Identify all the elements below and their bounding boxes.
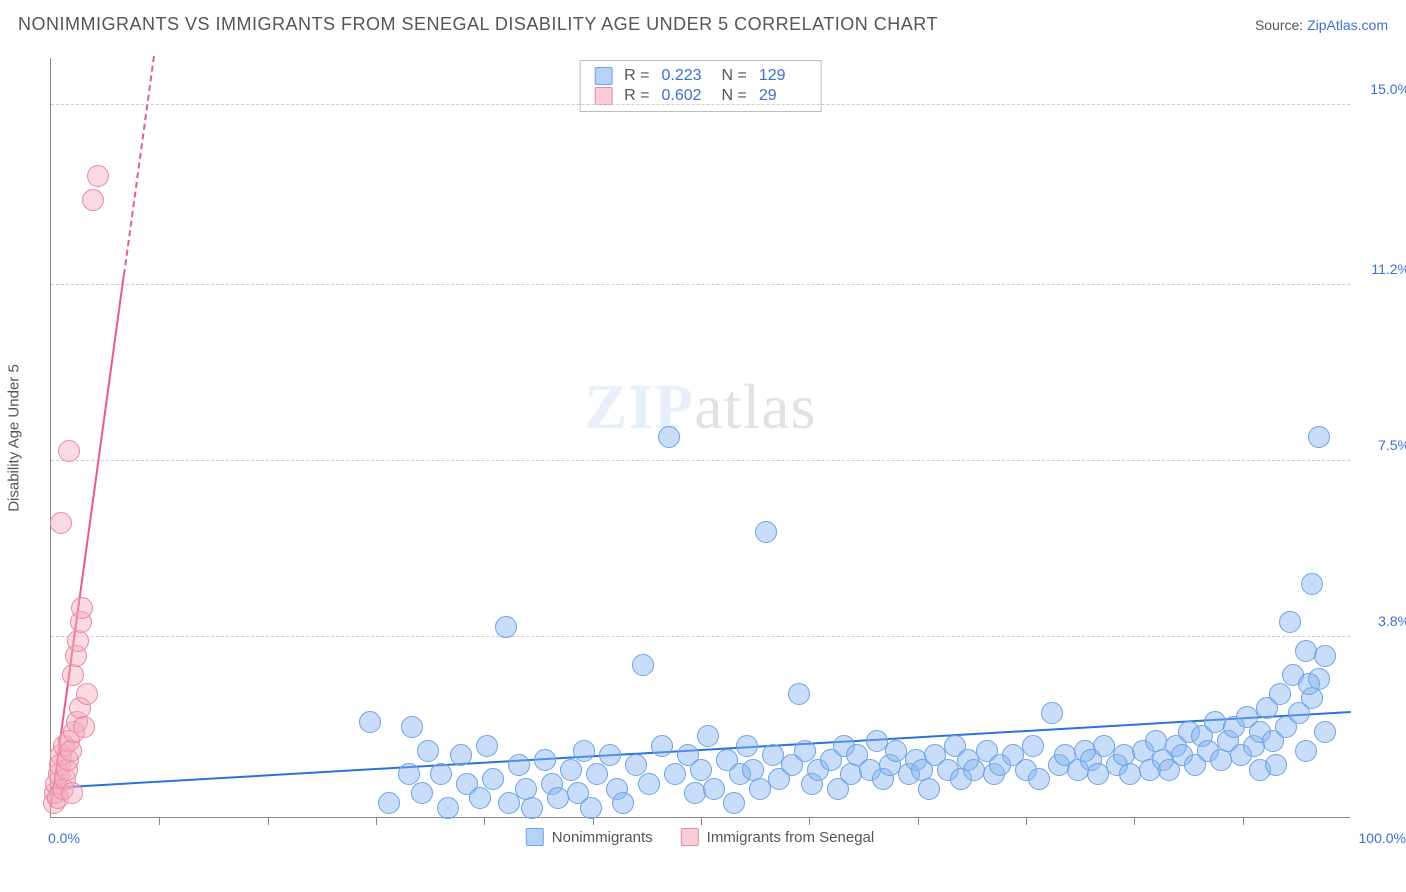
x-tick — [1134, 817, 1135, 825]
legend-swatch — [594, 87, 612, 105]
data-point — [417, 740, 439, 762]
data-point — [71, 597, 93, 619]
data-point — [1308, 426, 1330, 448]
data-point — [430, 763, 452, 785]
data-point — [1269, 683, 1291, 705]
data-point — [437, 797, 459, 819]
data-point — [1295, 640, 1317, 662]
data-point — [411, 782, 433, 804]
data-point — [469, 787, 491, 809]
data-point — [76, 683, 98, 705]
data-point — [560, 759, 582, 781]
data-point — [599, 744, 621, 766]
gridline — [51, 460, 1350, 461]
y-tick-label: 3.8% — [1355, 613, 1406, 629]
data-point — [60, 740, 82, 762]
data-point — [664, 763, 686, 785]
data-point — [697, 725, 719, 747]
data-point — [50, 512, 72, 534]
x-tick — [809, 817, 810, 825]
data-point — [723, 792, 745, 814]
data-point — [508, 754, 530, 776]
data-point — [963, 759, 985, 781]
y-tick-label: 15.0% — [1355, 81, 1406, 97]
data-point — [918, 778, 940, 800]
data-point — [87, 165, 109, 187]
data-point — [736, 735, 758, 757]
data-point — [1204, 711, 1226, 733]
data-point — [1279, 611, 1301, 633]
data-point — [378, 792, 400, 814]
legend-item: Nonimmigrants — [526, 828, 653, 846]
data-point — [1041, 702, 1063, 724]
data-point — [632, 654, 654, 676]
x-axis-min-label: 0.0% — [48, 830, 80, 846]
data-point — [521, 797, 543, 819]
data-point — [62, 664, 84, 686]
x-tick — [159, 817, 160, 825]
data-point — [58, 440, 80, 462]
y-tick-label: 7.5% — [1355, 437, 1406, 453]
data-point — [1295, 740, 1317, 762]
data-point — [690, 759, 712, 781]
data-point — [1298, 673, 1320, 695]
scatter-plot: ZIPatlas R =0.223N =129R =0.602N =29 3.8… — [50, 58, 1350, 818]
x-axis-max-label: 100.0% — [1359, 830, 1406, 846]
data-point — [73, 716, 95, 738]
source-label: Source: ZipAtlas.com — [1255, 17, 1388, 33]
data-point — [651, 735, 673, 757]
source-link[interactable]: ZipAtlas.com — [1307, 17, 1388, 33]
legend-swatch — [526, 828, 544, 846]
y-axis-title: Disability Age Under 5 — [6, 364, 23, 512]
x-tick — [918, 817, 919, 825]
series-legend: Nonimmigrants Immigrants from Senegal — [526, 828, 874, 846]
data-point — [1314, 721, 1336, 743]
x-tick — [484, 817, 485, 825]
data-point — [703, 778, 725, 800]
data-point — [638, 773, 660, 795]
chart-title: NONIMMIGRANTS VS IMMIGRANTS FROM SENEGAL… — [18, 14, 938, 35]
data-point — [1314, 645, 1336, 667]
chart-area: Disability Age Under 5 ZIPatlas R =0.223… — [50, 58, 1350, 818]
legend-item: Immigrants from Senegal — [681, 828, 875, 846]
gridline — [51, 284, 1350, 285]
data-point — [794, 740, 816, 762]
watermark: ZIPatlas — [585, 370, 817, 444]
y-tick-label: 11.2% — [1355, 261, 1406, 277]
x-tick — [1243, 817, 1244, 825]
data-point — [534, 749, 556, 771]
data-point — [450, 744, 472, 766]
data-point — [658, 426, 680, 448]
data-point — [67, 630, 89, 652]
data-point — [612, 792, 634, 814]
data-point — [580, 797, 602, 819]
data-point — [1265, 754, 1287, 776]
data-point — [625, 754, 647, 776]
data-point — [573, 740, 595, 762]
x-tick — [701, 817, 702, 825]
data-point — [586, 763, 608, 785]
data-point — [401, 716, 423, 738]
stats-row: R =0.223N =129 — [594, 66, 807, 86]
data-point — [788, 683, 810, 705]
legend-swatch — [681, 828, 699, 846]
legend-swatch — [594, 67, 612, 85]
x-tick — [376, 817, 377, 825]
data-point — [398, 763, 420, 785]
data-point — [476, 735, 498, 757]
gridline — [51, 636, 1350, 637]
gridline — [51, 104, 1350, 105]
data-point — [1028, 768, 1050, 790]
data-point — [1022, 735, 1044, 757]
data-point — [1301, 573, 1323, 595]
x-tick — [1026, 817, 1027, 825]
data-point — [495, 616, 517, 638]
data-point — [482, 768, 504, 790]
data-point — [359, 711, 381, 733]
x-tick — [268, 817, 269, 825]
data-point — [61, 782, 83, 804]
trend-line-dashed — [123, 56, 155, 275]
data-point — [755, 521, 777, 543]
data-point — [82, 189, 104, 211]
